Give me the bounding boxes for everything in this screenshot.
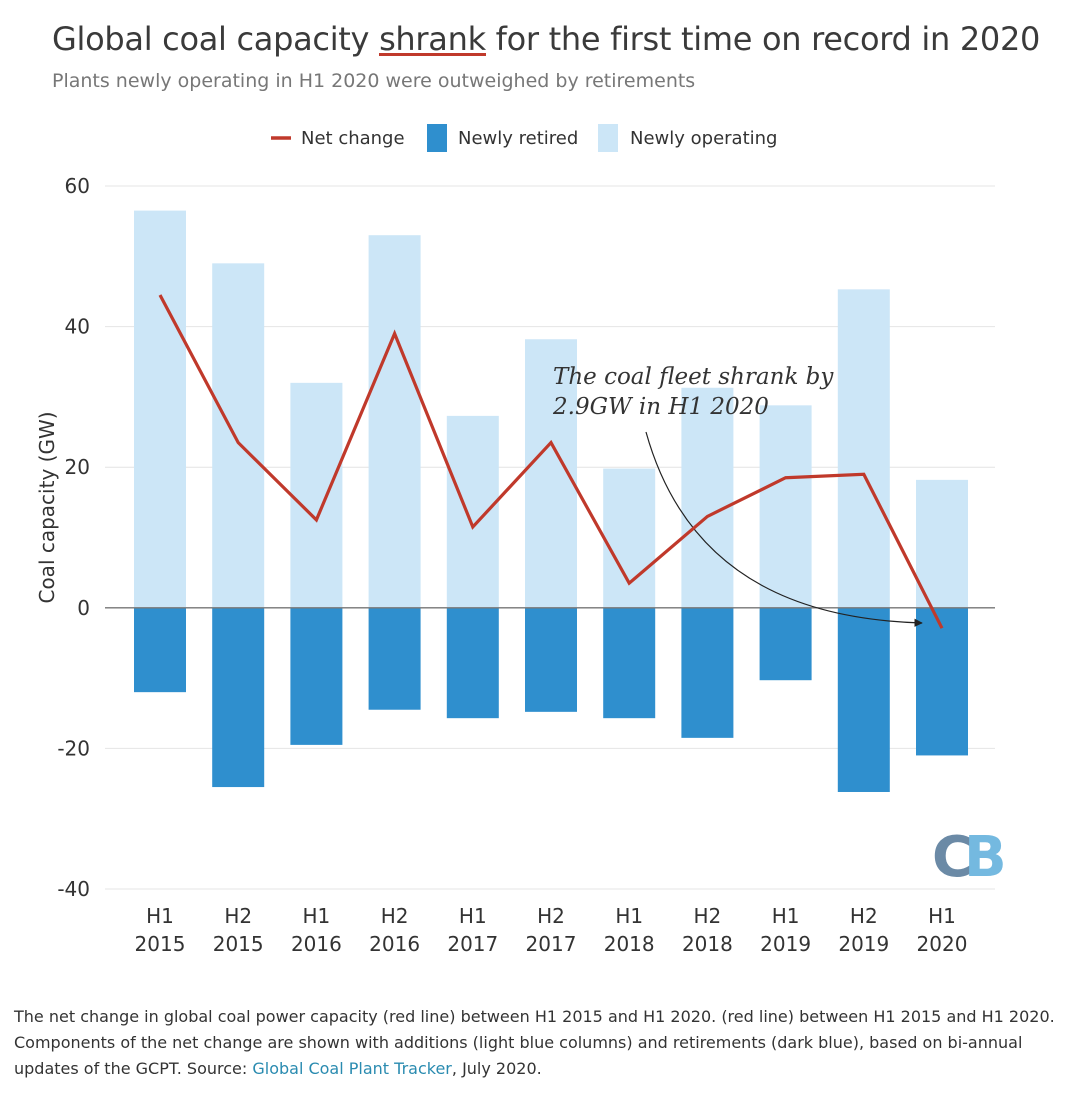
chart-subtitle: Plants newly operating in H1 2020 were o… [52,70,696,92]
chart-canvas: Net change Newly retired Newly operating 6… [35,124,1007,956]
x-tick-label-half: H1 [615,904,643,928]
bar-newly-operating [134,210,186,608]
bar-newly-operating [212,263,265,608]
legend-label-net-change: Net change [301,128,405,149]
legend-label-newly-operating: Newly operating [630,128,777,149]
bars [134,210,968,792]
x-tick-label-half: H2 [694,904,722,928]
net-change-line [158,294,944,629]
legend-swatch-newly-operating [598,124,618,152]
bar-newly-retired [525,607,577,712]
bar-newly-retired [759,607,812,681]
bar-newly-retired [368,607,421,710]
caption: The net change in global coal power capa… [14,1004,1074,1082]
title-text-start: Global coal capacity [52,20,380,58]
annotation-arrow [645,431,923,627]
y-tick-label: 20 [65,455,90,479]
y-axis-label: Coal capacity (GW) [35,411,59,603]
bar-newly-operating [446,415,499,608]
x-tick-label-year: 2020 [917,932,968,956]
legend-swatch-newly-retired [427,124,447,152]
title-text-end: for the first time on record in 2020 [485,20,1041,58]
bar-newly-retired [290,607,343,745]
x-tick-label-year: 2017 [447,932,498,956]
x-tick-label-half: H1 [459,904,487,928]
bar-newly-retired [681,607,734,738]
x-tick-label-half: H1 [303,904,331,928]
cb-logo: C B [932,825,1007,890]
annotation-line-2: 2.9GW in H1 2020 [552,394,769,420]
annotation: The coal fleet shrank by 2.9GW in H1 202… [552,364,923,627]
bar-newly-retired [134,607,186,693]
x-axis: H1 2015 H2 2015 H1 2016 H2 2016 H1 2017 H2 2017 H1 20… [135,904,968,956]
source-link[interactable]: Global Coal Plant Tracker [252,1059,452,1078]
legend: Net change Newly retired Newly operating [271,124,777,152]
x-tick-label-year: 2019 [760,932,811,956]
x-tick-label-half: H2 [381,904,409,928]
x-tick-label-year: 2016 [291,932,342,956]
x-tick-label-half: H1 [146,904,174,928]
bar-newly-retired [212,607,265,788]
caption-text: The net change in global coal power capa… [14,1007,1055,1078]
x-tick-label-year: 2016 [369,932,420,956]
bar-newly-operating [290,382,343,608]
net-change-line-group [158,294,944,629]
bar-newly-operating [916,479,968,608]
x-tick-label-half: H2 [224,904,252,928]
annotation-line-1: The coal fleet shrank by [553,364,834,390]
bar-newly-retired [446,607,499,719]
x-tick-label-year: 2018 [682,932,733,956]
x-tick-label-year: 2018 [604,932,655,956]
title-highlight: shrank [379,20,486,58]
x-tick-label-year: 2015 [213,932,264,956]
legend-label-newly-retired: Newly retired [458,128,578,149]
cb-logo-c: C [932,825,973,890]
bar-newly-operating [603,468,656,608]
y-tick-label: 40 [65,315,90,339]
x-tick-label-half: H1 [928,904,956,928]
y-tick-label: 60 [65,174,90,198]
x-tick-label-year: 2019 [838,932,889,956]
bar-newly-retired [603,607,656,719]
bar-newly-retired [837,607,890,792]
caption-text-end: , July 2020. [451,1059,542,1078]
bar-newly-operating [759,405,812,608]
y-tick-label: -20 [57,736,90,760]
bar-newly-operating [837,289,890,608]
x-tick-label-half: H2 [850,904,878,928]
bar-newly-retired [916,607,968,756]
x-tick-label-half: H2 [537,904,565,928]
bar-newly-operating [368,235,421,608]
y-tick-label: -40 [57,877,90,901]
x-tick-label-year: 2015 [135,932,186,956]
y-tick-label: 0 [77,596,90,620]
cb-logo-b: B [964,825,1007,890]
bar-newly-operating [681,387,734,608]
x-tick-label-year: 2017 [526,932,577,956]
chart-title: Global coal capacity shrank for the firs… [52,20,1040,58]
x-tick-label-half: H1 [772,904,800,928]
